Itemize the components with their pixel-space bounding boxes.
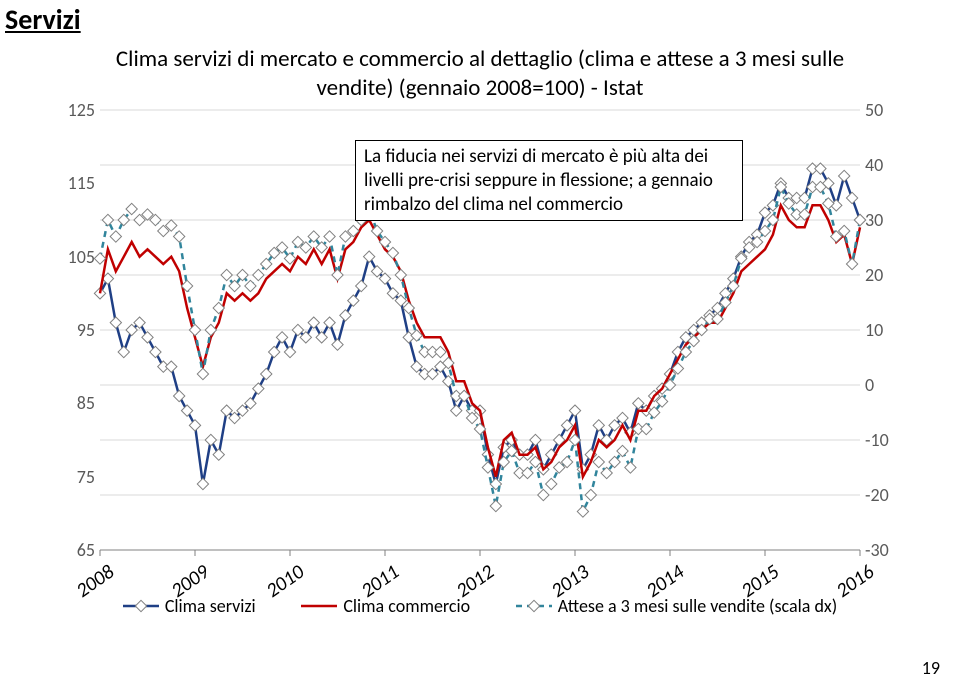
y-left-tick: 95 [45,319,95,341]
legend-label-commercio: Clima commercio [343,595,470,617]
y-left-tick: 65 [45,539,95,561]
legend-item-commercio: Clima commercio [301,595,470,617]
y-right-tick: 50 [865,99,915,121]
y-right-tick: -20 [865,484,915,506]
section-title: Servizi [5,2,81,37]
legend-swatch-attese [516,599,552,613]
y-left-tick: 125 [45,99,95,121]
y-right-tick: -30 [865,539,915,561]
legend-swatch-servizi [123,599,159,613]
y-right-tick: 40 [865,154,915,176]
y-right-tick: 30 [865,209,915,231]
chart-svg [40,45,920,615]
legend-swatch-commercio [301,599,337,613]
y-left-tick: 85 [45,392,95,414]
y-left-tick: 75 [45,466,95,488]
chart-area: Clima servizi di mercato e commercio al … [40,45,920,615]
y-left-tick: 115 [45,172,95,194]
legend-label-servizi: Clima servizi [165,595,256,617]
legend-item-servizi: Clima servizi [123,595,256,617]
y-right-tick: 0 [865,374,915,396]
legend-item-attese: Attese a 3 mesi sulle vendite (scala dx) [516,595,837,617]
info-box: La fiducia nei servizi di mercato è più … [355,140,743,221]
y-left-tick: 105 [45,246,95,268]
y-right-tick: 20 [865,264,915,286]
y-right-tick: 10 [865,319,915,341]
legend: Clima servizi Clima commercio Attese a 3… [100,595,860,617]
legend-label-attese: Attese a 3 mesi sulle vendite (scala dx) [558,595,837,617]
page-number: 19 [922,657,940,679]
y-right-tick: -10 [865,429,915,451]
page-container: Servizi Clima servizi di mercato e comme… [0,0,960,687]
